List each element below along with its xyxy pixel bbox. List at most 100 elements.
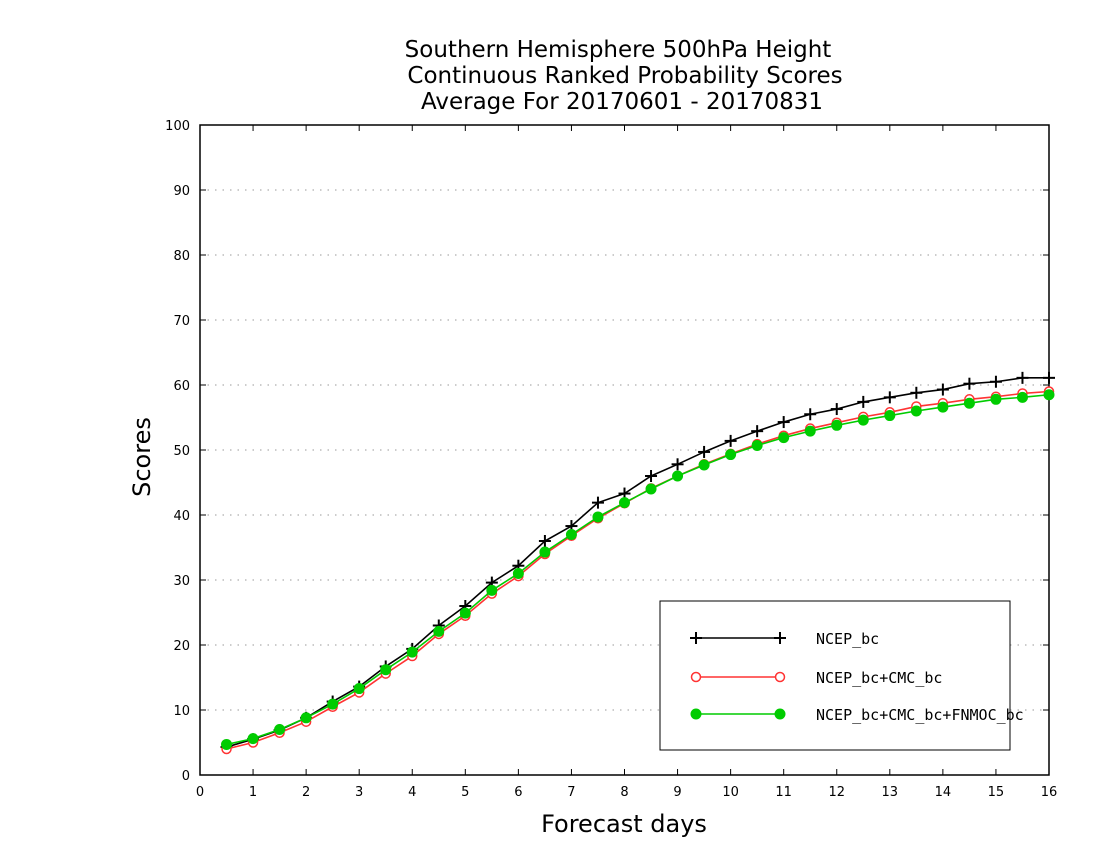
plus-marker <box>774 632 786 644</box>
plus-marker <box>883 391 896 404</box>
filled-circle-marker <box>884 410 896 422</box>
y-axis: 0 10 20 30 40 50 60 70 80 90 100 <box>165 119 1049 784</box>
filled-circle-marker <box>725 449 737 461</box>
x-tick-label: 7 <box>567 785 575 800</box>
x-tick-label: 12 <box>828 785 845 800</box>
plus-marker <box>538 535 551 547</box>
series-3 <box>221 389 1055 750</box>
filled-circle-marker <box>247 733 259 745</box>
x-tick-label: 4 <box>408 785 416 800</box>
y-tick-label: 100 <box>165 119 190 134</box>
x-tick-label: 6 <box>514 785 522 800</box>
filled-circle-marker <box>831 419 843 431</box>
x-tick-label: 0 <box>196 785 204 800</box>
filled-circle-marker <box>592 511 604 523</box>
x-tick-label: 3 <box>355 785 363 800</box>
filled-circle-marker <box>274 724 286 735</box>
filled-circle-marker <box>433 625 445 637</box>
filled-circle-marker <box>937 401 949 413</box>
series-group <box>220 371 1055 755</box>
filled-circle-marker <box>486 584 498 596</box>
y-tick-label: 50 <box>173 444 190 459</box>
legend: NCEP_bc NCEP_bc+CMC_bc NCEP_bc+CMC_bc+FNMO… <box>659 600 1024 751</box>
plus-marker <box>777 416 790 429</box>
filled-circle-marker <box>300 712 312 724</box>
plus-marker <box>910 386 923 399</box>
x-tick-label: 5 <box>461 785 469 800</box>
legend-label: NCEP_bc <box>816 630 879 648</box>
plus-marker <box>724 434 737 447</box>
plus-marker <box>804 408 817 421</box>
y-tick-label: 40 <box>173 509 190 524</box>
x-tick-label: 13 <box>882 785 899 800</box>
x-axis-title: Forecast days <box>541 810 707 838</box>
plus-marker <box>936 383 949 396</box>
y-tick-label: 10 <box>173 704 190 719</box>
plus-marker <box>963 377 976 390</box>
plus-marker <box>1016 371 1029 384</box>
filled-circle-marker <box>406 646 418 658</box>
filled-circle-marker <box>778 432 790 444</box>
x-axis: 0 1 2 3 4 5 6 7 8 9 10 11 12 13 14 15 16 <box>196 125 1057 800</box>
filled-circle-marker <box>221 738 233 750</box>
x-tick-label: 14 <box>935 785 952 800</box>
plus-marker <box>591 496 604 509</box>
plus-marker <box>1043 371 1055 384</box>
y-tick-label: 20 <box>173 639 190 654</box>
filled-circle-marker <box>565 529 577 540</box>
y-tick-label: 80 <box>173 249 190 264</box>
legend-entry-1: NCEP_bc <box>690 630 879 648</box>
plus-marker <box>857 395 870 408</box>
filled-circle-marker <box>990 393 1002 405</box>
filled-circle-marker <box>910 405 922 417</box>
chart-title-line-3: Average For 20170601 - 20170831 <box>421 89 823 115</box>
filled-circle-marker <box>327 698 339 710</box>
legend-label: NCEP_bc+CMC_bc <box>816 669 942 687</box>
filled-circle-marker <box>645 483 657 495</box>
chart-title-line-1: Southern Hemisphere 500hPa Height <box>405 37 832 63</box>
y-tick-label: 70 <box>173 314 190 329</box>
filled-circle-marker <box>353 683 365 695</box>
x-tick-label: 2 <box>302 785 310 800</box>
legend-label: NCEP_bc+CMC_bc+FNMOC_bc <box>816 706 1024 724</box>
x-tick-label: 16 <box>1041 785 1058 800</box>
filled-circle-marker <box>804 425 816 437</box>
filled-circle-marker <box>857 414 869 426</box>
filled-circle-marker <box>1043 389 1055 401</box>
x-tick-label: 1 <box>249 785 257 800</box>
y-tick-label: 60 <box>173 379 190 394</box>
filled-circle-marker <box>774 708 786 720</box>
open-circle-marker <box>774 671 786 683</box>
open-circle-marker <box>690 671 702 683</box>
y-tick-label: 30 <box>173 574 190 589</box>
legend-box <box>659 600 1011 751</box>
legend-entries: NCEP_bc NCEP_bc+CMC_bc NCEP_bc+CMC_bc+FNMO… <box>690 630 1024 724</box>
filled-circle-marker <box>459 607 471 619</box>
legend-entry-2: NCEP_bc+CMC_bc <box>690 669 942 687</box>
chart-title-line-2: Continuous Ranked Probability Scores <box>407 63 842 89</box>
filled-circle-marker <box>380 664 392 676</box>
x-tick-label: 8 <box>620 785 628 800</box>
plus-marker <box>830 403 843 416</box>
y-tick-label: 0 <box>182 769 190 784</box>
filled-circle-marker <box>698 459 710 471</box>
x-tick-label: 10 <box>722 785 739 800</box>
y-tick-label: 90 <box>173 184 190 199</box>
x-tick-label: 9 <box>673 785 681 800</box>
filled-circle-marker <box>672 470 684 482</box>
chart-title: Southern Hemisphere 500hPa Height Contin… <box>405 37 843 115</box>
legend-entry-3: NCEP_bc+CMC_bc+FNMOC_bc <box>690 706 1024 724</box>
x-tick-label: 15 <box>988 785 1005 800</box>
plus-marker <box>989 375 1002 388</box>
plus-marker <box>645 470 658 482</box>
filled-circle-marker <box>512 568 524 579</box>
filled-circle-marker <box>619 497 630 509</box>
plus-marker <box>751 425 764 438</box>
plus-marker <box>671 458 684 471</box>
plus-marker <box>698 445 711 458</box>
filled-circle-marker <box>751 439 763 451</box>
plus-marker <box>690 632 702 644</box>
x-tick-label: 11 <box>775 785 792 800</box>
filled-circle-marker <box>963 397 975 409</box>
